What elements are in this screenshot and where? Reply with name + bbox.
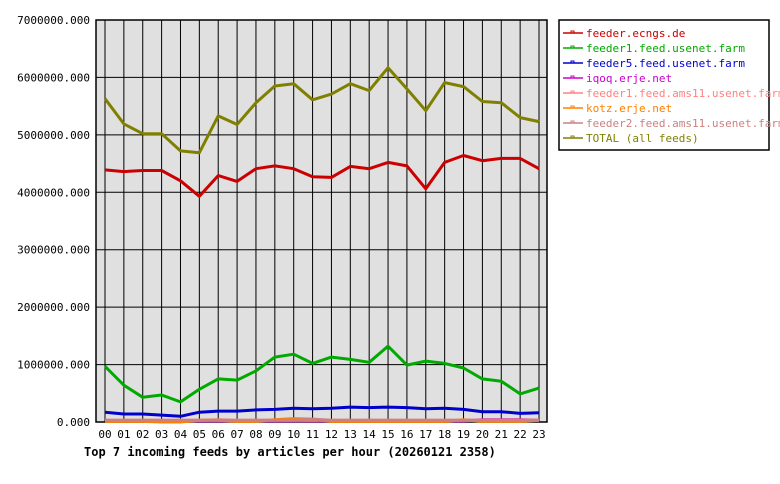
legend-label: feeder1.feed.ams11.usenet.farm <box>586 87 780 100</box>
legend-marker <box>570 135 575 139</box>
x-tick-label: 09 <box>268 428 281 441</box>
x-tick-label: 17 <box>419 428 432 441</box>
y-tick-label: 2000000.000 <box>17 301 90 314</box>
y-tick-label: 6000000.000 <box>17 71 90 84</box>
y-tick-label: 7000000.000 <box>17 14 90 27</box>
x-tick-label: 06 <box>212 428 225 441</box>
legend-box <box>558 19 770 151</box>
x-tick-label: 01 <box>117 428 130 441</box>
x-tick-label: 05 <box>193 428 206 441</box>
x-tick-label: 23 <box>532 428 545 441</box>
legend-label: kotz.erje.net <box>586 102 672 115</box>
legend-marker <box>570 120 575 124</box>
series-line-2 <box>104 405 540 418</box>
plot-area <box>95 19 548 423</box>
x-tick-label: 07 <box>230 428 243 441</box>
x-tick-label: 16 <box>400 428 413 441</box>
y-tick-label: 4000000.000 <box>17 186 90 199</box>
legend-label: feeder5.feed.usenet.farm <box>586 57 745 70</box>
y-tick-label: 0.000 <box>57 416 90 429</box>
x-tick-label: 00 <box>98 428 111 441</box>
y-tick-label: 5000000.000 <box>17 129 90 142</box>
legend-label: feeder.ecngs.de <box>586 27 685 40</box>
series-line-7 <box>103 66 540 155</box>
x-tick-label: 12 <box>325 428 338 441</box>
series-line-6 <box>105 417 540 422</box>
x-tick-label: 19 <box>457 428 470 441</box>
x-tick-label: 14 <box>363 428 377 441</box>
legend-label: feeder1.feed.usenet.farm <box>586 42 745 55</box>
chart-title: Top 7 incoming feeds by articles per hou… <box>84 445 496 459</box>
series-line-1 <box>103 344 540 404</box>
x-tick-label: 22 <box>514 428 527 441</box>
legend-marker <box>570 90 575 94</box>
legend-marker <box>570 75 575 79</box>
legend-label: feeder2.feed.ams11.usenet.farm <box>586 117 780 130</box>
legend-marker <box>570 45 575 49</box>
legend-marker <box>570 60 575 64</box>
x-tick-label: 11 <box>306 428 319 441</box>
x-tick-label: 02 <box>136 428 149 441</box>
x-tick-label: 08 <box>249 428 262 441</box>
x-tick-label: 18 <box>438 428 451 441</box>
x-tick-label: 04 <box>174 428 188 441</box>
legend-label: iqoq.erje.net <box>586 72 672 85</box>
legend-marker <box>570 105 575 109</box>
x-tick-label: 21 <box>495 428 508 441</box>
y-tick-label: 1000000.000 <box>17 359 90 372</box>
x-tick-label: 03 <box>155 428 168 441</box>
legend-label: TOTAL (all feeds) <box>586 132 699 145</box>
y-tick-label: 3000000.000 <box>17 244 90 257</box>
legend-marker <box>570 30 575 34</box>
x-tick-label: 10 <box>287 428 300 441</box>
x-tick-label: 20 <box>476 428 489 441</box>
x-tick-label: 15 <box>381 428 394 441</box>
x-tick-label: 13 <box>344 428 357 441</box>
series-line-0 <box>104 154 540 198</box>
